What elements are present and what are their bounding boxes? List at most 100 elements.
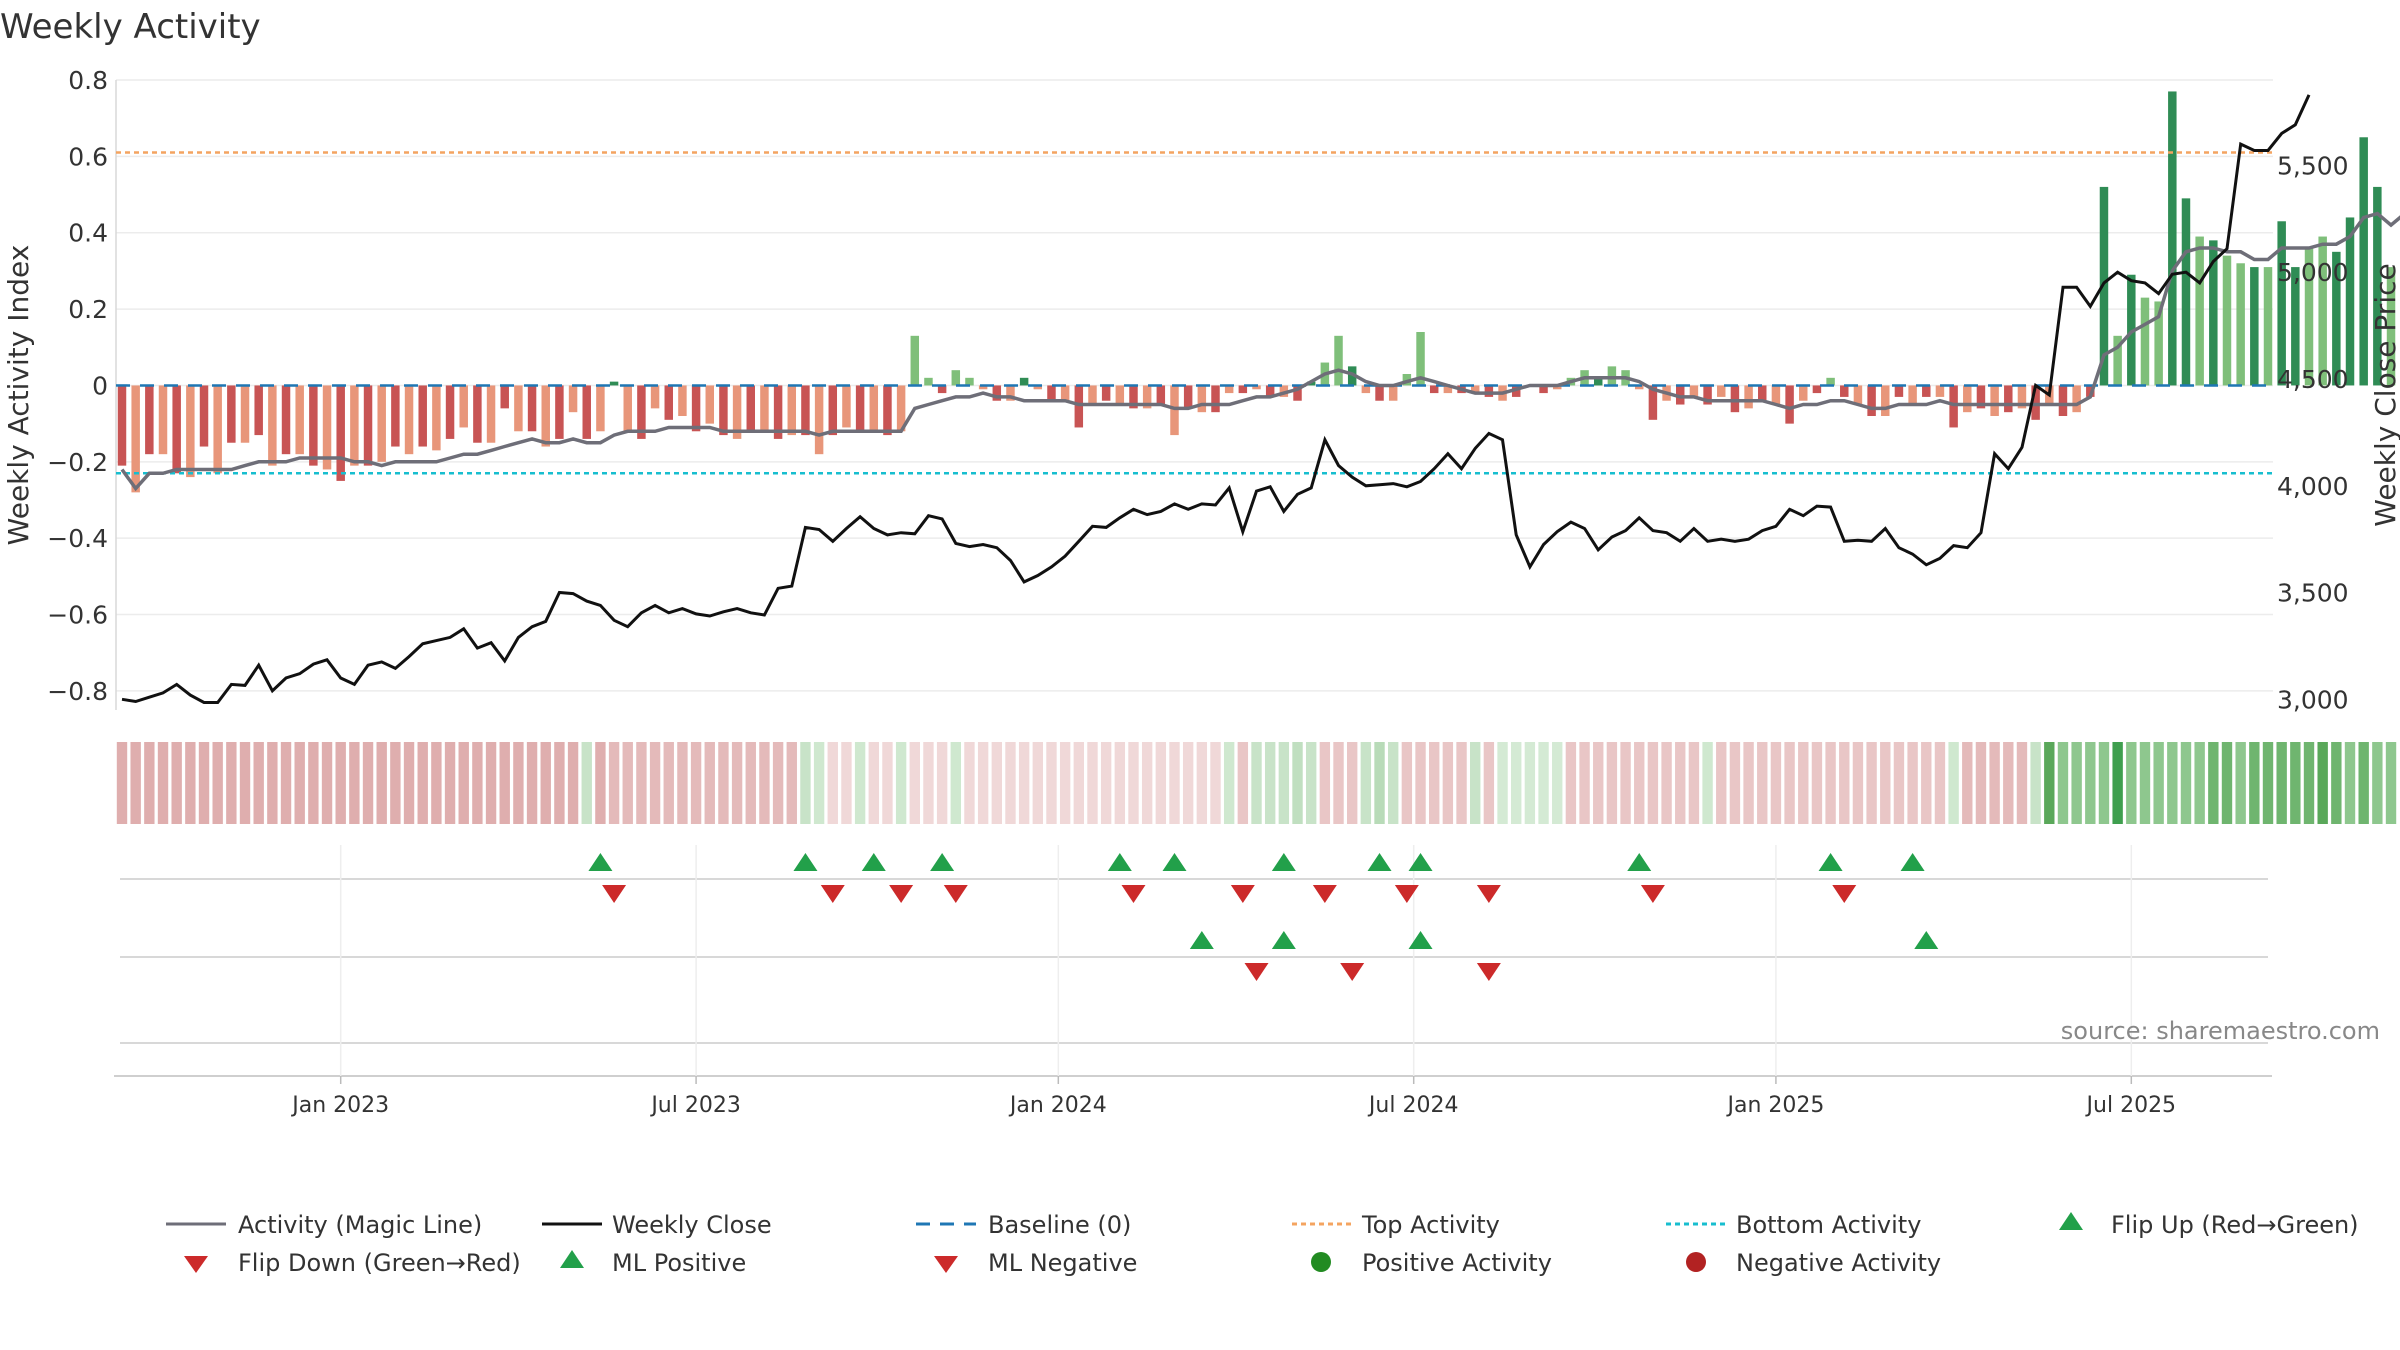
heat-strip-cell (226, 742, 237, 824)
legend-negative-dot-icon (1686, 1252, 1706, 1272)
heat-strip-cell (772, 742, 784, 824)
legend-label-magic-line: Activity (Magic Line) (238, 1211, 482, 1239)
activity-bar (2291, 267, 2300, 386)
heat-strip-cell (827, 742, 838, 824)
heat-strip-cell (2276, 742, 2287, 824)
heat-strip-cell (1278, 742, 1290, 824)
activity-bar (459, 385, 468, 428)
heat-strip-cell (1141, 742, 1153, 824)
activity-bar (1293, 385, 1302, 401)
activity-bar (1676, 385, 1685, 405)
activity-bar (1074, 385, 1084, 428)
activity-bar (1785, 385, 1794, 424)
heat-strip-cell (1251, 742, 1262, 824)
heat-strip-cell (1169, 742, 1180, 824)
legend-label-flip-down: Flip Down (Green→Red) (238, 1249, 521, 1277)
flip-up-marker (588, 853, 613, 871)
activity-bar (541, 385, 550, 447)
source-note: source: sharemaestro.com (2061, 1017, 2380, 1045)
activity-bar (664, 385, 673, 420)
heat-strip-cell (308, 742, 319, 824)
heat-strip-cell (390, 742, 401, 824)
activity-bar (158, 385, 168, 455)
flip-up-marker (1162, 853, 1187, 871)
heat-strip-cell (554, 742, 565, 824)
heat-strip-cell (2303, 742, 2315, 824)
activity-bar (1060, 385, 1070, 401)
flip-down-marker (1394, 885, 1419, 903)
heat-strip-cell (349, 742, 360, 824)
activity-bar (1484, 385, 1494, 397)
activity-bar (937, 385, 947, 394)
heat-strip-cell (1196, 742, 1208, 824)
activity-bar (500, 385, 509, 409)
flip-down-marker (1640, 885, 1665, 903)
heat-strip-cell (1811, 742, 1823, 824)
legend-item-negative-activity: Negative Activity (1686, 1249, 1941, 1277)
flip-up-marker (861, 853, 886, 871)
heat-strip-cell (1483, 742, 1495, 824)
heat-strip-cell (1688, 742, 1700, 824)
heat-strip-cell (1921, 742, 1932, 824)
activity-bar (418, 385, 427, 447)
activity-bar (855, 385, 865, 432)
activity-bar (2140, 297, 2150, 386)
flip-up-marker (1367, 853, 1392, 871)
activity-bar (186, 385, 195, 478)
right-tick-label: 4,000 (2277, 472, 2349, 501)
ml-positive-marker (1189, 931, 1214, 949)
heat-strip-cell (759, 742, 770, 824)
activity-bar (691, 385, 701, 432)
heat-strip-cell (581, 742, 592, 824)
flip-down-marker (1476, 885, 1501, 903)
heat-strip-cell (1237, 742, 1249, 824)
flip-down-marker (889, 885, 914, 903)
heat-strip-cell (1470, 742, 1481, 824)
heat-strip-cell (1524, 742, 1536, 824)
heat-strip-cell (1989, 742, 2000, 824)
activity-bar (1922, 385, 1931, 397)
activity-bar (992, 385, 1002, 401)
heat-strip-cell (1073, 742, 1085, 824)
heat-strip-cell (745, 742, 756, 824)
heat-strip-cell (2057, 742, 2069, 824)
activity-bar (172, 385, 181, 474)
activity-bar (363, 385, 373, 466)
activity-bar (2209, 240, 2218, 386)
activity-bar (391, 385, 400, 447)
activity-bar (1416, 332, 1425, 386)
legend-ml-negative-icon (934, 1256, 958, 1273)
heat-strip-cell (280, 742, 292, 824)
heat-strip-cell (1401, 742, 1413, 824)
heat-strip-cell (608, 742, 620, 824)
heat-strip-cell (130, 742, 141, 824)
heat-strip-cell (1182, 742, 1194, 824)
activity-bar (978, 385, 988, 390)
activity-bar (2072, 385, 2081, 413)
activity-bar (1265, 385, 1275, 397)
activity-bar (1867, 385, 1876, 416)
activity-bar (486, 385, 496, 443)
activity-bar (2386, 267, 2396, 386)
heat-strip-cell (1087, 742, 1098, 824)
heat-strip-cell (540, 742, 551, 824)
activity-bar (1129, 385, 1138, 409)
heat-strip-cell (444, 742, 456, 824)
heat-strip-cell (1565, 742, 1577, 824)
activity-bar (199, 385, 209, 447)
legend-label-baseline: Baseline (0) (988, 1211, 1131, 1239)
heat-strip-cell (2180, 742, 2192, 824)
legend-label-ml-positive: ML Positive (612, 1249, 746, 1277)
x-axis-ticks: Jan 2023 Jul 2023 Jan 2024 Jul 2024 Jan 2025… (290, 1076, 2176, 1118)
heat-strip-cell (1333, 742, 1344, 824)
heat-strip-cell (1593, 742, 1604, 824)
activity-bar (1894, 385, 1904, 397)
heat-strip-cell (458, 742, 469, 824)
activity-bar (1156, 385, 1166, 405)
flip-up-marker (1900, 853, 1925, 871)
heat-strip-cell (2126, 742, 2137, 824)
heat-strip-cell (786, 742, 797, 824)
activity-bar (1744, 385, 1753, 409)
heat-strip-cell (1962, 742, 1973, 824)
activity-bar (2154, 301, 2163, 386)
